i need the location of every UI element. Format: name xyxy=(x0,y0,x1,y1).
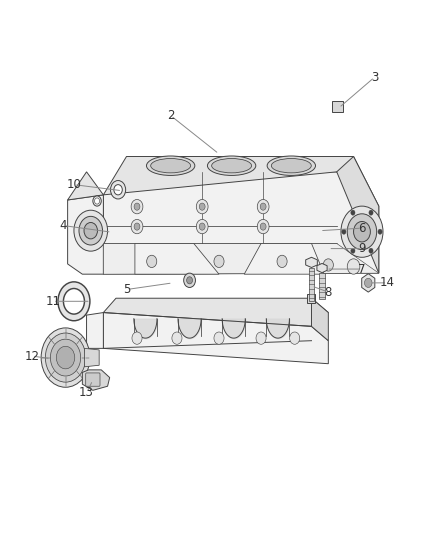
Text: 4: 4 xyxy=(60,219,67,232)
Text: 11: 11 xyxy=(46,295,60,308)
Polygon shape xyxy=(85,349,99,367)
Circle shape xyxy=(74,210,108,251)
Circle shape xyxy=(199,223,205,230)
Polygon shape xyxy=(103,298,328,326)
Ellipse shape xyxy=(267,156,315,175)
Circle shape xyxy=(84,222,98,239)
Circle shape xyxy=(290,332,300,344)
Circle shape xyxy=(256,332,266,344)
Polygon shape xyxy=(67,195,103,274)
Circle shape xyxy=(134,223,140,230)
Circle shape xyxy=(41,328,90,387)
Circle shape xyxy=(353,222,371,242)
Circle shape xyxy=(378,229,382,235)
Ellipse shape xyxy=(212,158,251,173)
Text: 2: 2 xyxy=(167,109,174,122)
Polygon shape xyxy=(82,370,110,390)
Polygon shape xyxy=(103,157,379,206)
Polygon shape xyxy=(103,244,379,274)
Text: 10: 10 xyxy=(67,178,81,191)
Circle shape xyxy=(184,273,195,287)
Circle shape xyxy=(50,339,81,376)
Text: 3: 3 xyxy=(371,71,378,84)
Circle shape xyxy=(187,277,193,284)
Polygon shape xyxy=(135,244,219,274)
Ellipse shape xyxy=(208,156,256,175)
Text: 6: 6 xyxy=(358,222,366,235)
Ellipse shape xyxy=(146,156,195,175)
Polygon shape xyxy=(103,172,379,274)
Circle shape xyxy=(341,206,383,257)
Polygon shape xyxy=(317,263,327,273)
Circle shape xyxy=(199,203,205,210)
Circle shape xyxy=(134,203,140,210)
Circle shape xyxy=(257,199,269,214)
Polygon shape xyxy=(87,312,103,349)
Polygon shape xyxy=(362,273,375,292)
Circle shape xyxy=(46,333,86,382)
Polygon shape xyxy=(308,268,314,301)
Polygon shape xyxy=(67,172,103,200)
Text: 7: 7 xyxy=(358,263,366,276)
Circle shape xyxy=(277,255,287,268)
Polygon shape xyxy=(311,298,328,341)
Circle shape xyxy=(95,198,99,204)
Circle shape xyxy=(172,332,182,344)
Circle shape xyxy=(369,248,373,253)
Circle shape xyxy=(56,346,75,369)
Circle shape xyxy=(79,216,102,245)
Circle shape xyxy=(131,199,143,214)
Text: 12: 12 xyxy=(25,350,39,362)
Circle shape xyxy=(364,278,372,287)
Polygon shape xyxy=(319,273,325,299)
Circle shape xyxy=(347,259,360,274)
Circle shape xyxy=(93,196,101,206)
Circle shape xyxy=(214,255,224,268)
Ellipse shape xyxy=(272,158,311,173)
Circle shape xyxy=(196,199,208,214)
Polygon shape xyxy=(103,312,328,364)
Circle shape xyxy=(260,223,266,230)
Circle shape xyxy=(257,220,269,234)
Circle shape xyxy=(132,332,142,344)
Text: 9: 9 xyxy=(358,242,366,255)
Text: 5: 5 xyxy=(123,283,130,296)
Circle shape xyxy=(347,214,377,249)
Circle shape xyxy=(196,220,208,234)
Circle shape xyxy=(260,203,266,210)
Circle shape xyxy=(110,181,126,199)
Circle shape xyxy=(351,210,355,215)
Circle shape xyxy=(351,248,355,253)
Circle shape xyxy=(342,229,346,235)
Circle shape xyxy=(214,332,224,344)
Polygon shape xyxy=(244,244,324,274)
Circle shape xyxy=(323,259,333,271)
FancyBboxPatch shape xyxy=(332,101,343,112)
Circle shape xyxy=(369,210,373,215)
Text: 13: 13 xyxy=(79,386,94,399)
Polygon shape xyxy=(306,257,318,268)
Circle shape xyxy=(58,282,90,321)
Circle shape xyxy=(147,255,157,268)
Text: 14: 14 xyxy=(380,277,395,289)
Circle shape xyxy=(114,184,122,195)
FancyBboxPatch shape xyxy=(86,373,100,386)
Text: 8: 8 xyxy=(325,286,332,298)
FancyBboxPatch shape xyxy=(307,294,315,303)
Circle shape xyxy=(131,220,143,234)
Ellipse shape xyxy=(151,158,191,173)
Polygon shape xyxy=(337,157,379,273)
Circle shape xyxy=(64,288,85,314)
